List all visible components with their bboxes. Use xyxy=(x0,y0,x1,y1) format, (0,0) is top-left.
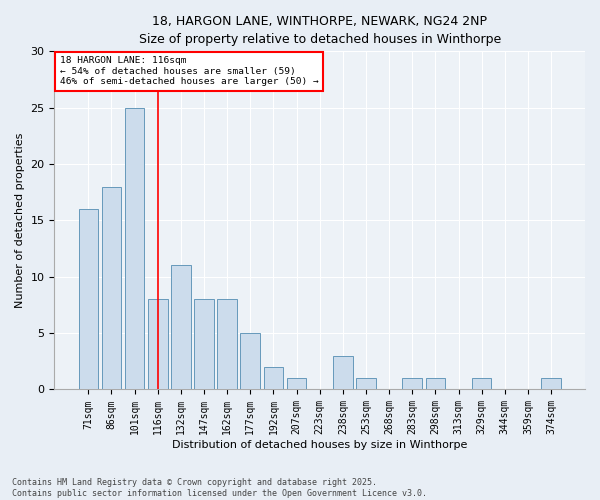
Bar xyxy=(241,333,260,390)
Bar xyxy=(217,300,237,390)
Bar xyxy=(125,108,145,390)
Title: 18, HARGON LANE, WINTHORPE, NEWARK, NG24 2NP
Size of property relative to detach: 18, HARGON LANE, WINTHORPE, NEWARK, NG24… xyxy=(139,15,501,46)
Bar xyxy=(171,266,191,390)
Bar xyxy=(194,300,214,390)
Bar xyxy=(287,378,307,390)
Bar xyxy=(403,378,422,390)
Bar xyxy=(356,378,376,390)
Bar xyxy=(263,367,283,390)
Bar xyxy=(425,378,445,390)
Text: 18 HARGON LANE: 116sqm
← 54% of detached houses are smaller (59)
46% of semi-det: 18 HARGON LANE: 116sqm ← 54% of detached… xyxy=(60,56,319,86)
Bar xyxy=(333,356,353,390)
Bar xyxy=(79,209,98,390)
Bar xyxy=(148,300,167,390)
Y-axis label: Number of detached properties: Number of detached properties xyxy=(15,132,25,308)
X-axis label: Distribution of detached houses by size in Winthorpe: Distribution of detached houses by size … xyxy=(172,440,467,450)
Bar xyxy=(472,378,491,390)
Bar xyxy=(101,186,121,390)
Text: Contains HM Land Registry data © Crown copyright and database right 2025.
Contai: Contains HM Land Registry data © Crown c… xyxy=(12,478,427,498)
Bar xyxy=(541,378,561,390)
